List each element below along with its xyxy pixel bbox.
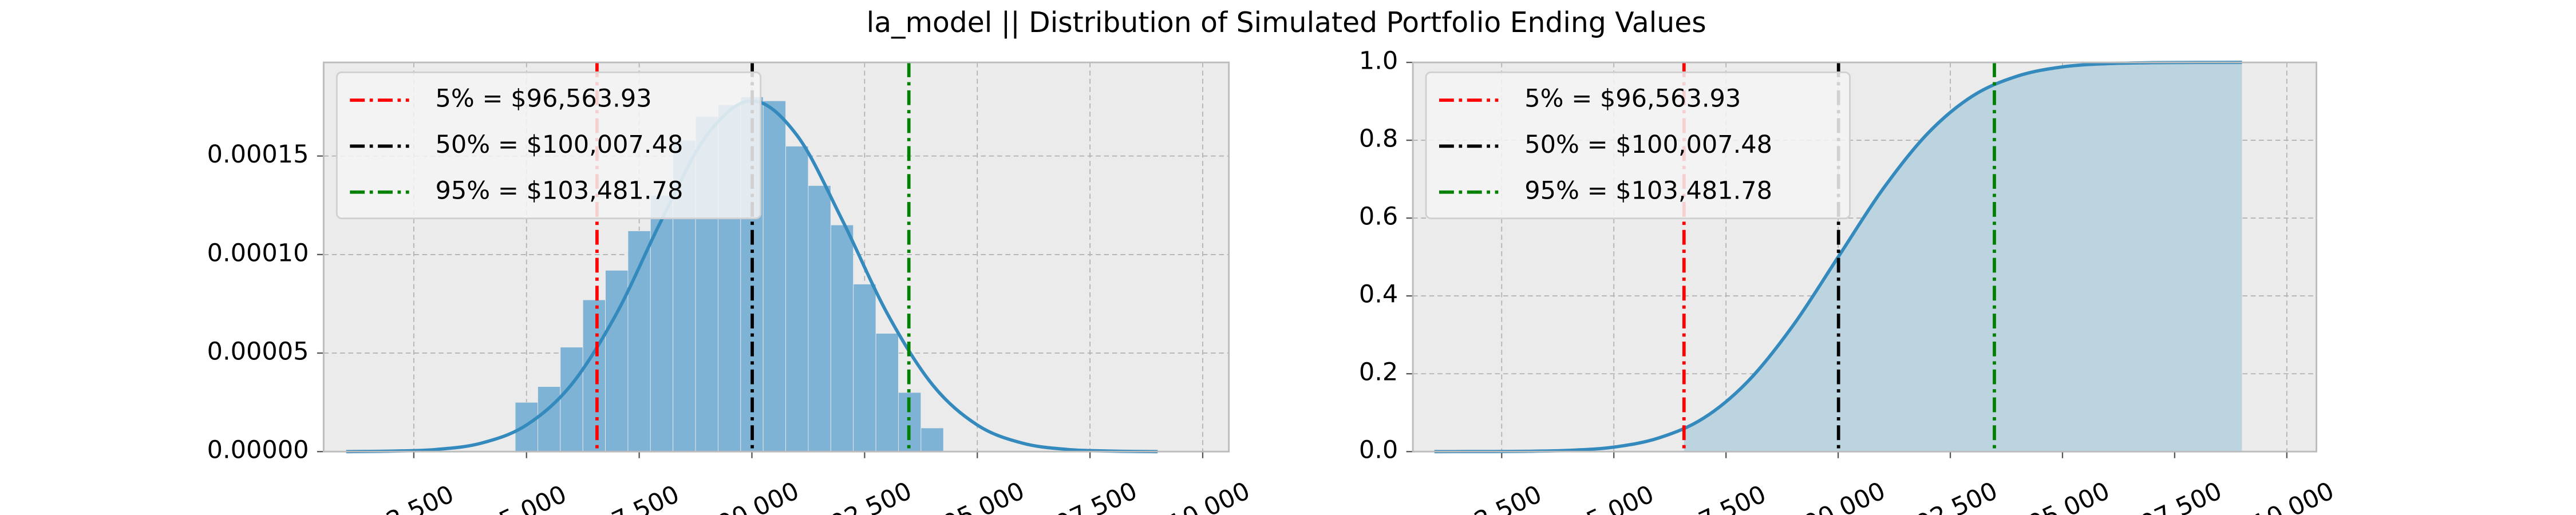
axes: 92,500 95,000 97,500 100,000 102,500 105,000 1… xyxy=(207,61,1254,515)
legend: 5% = $96,563.93 50% = $100,007.48 95% = $1… xyxy=(335,71,762,220)
histogram-bar xyxy=(830,224,854,452)
histogram-bar xyxy=(853,284,876,452)
x-tick-label: 92,500 xyxy=(368,480,459,515)
x-tick-label: 97,500 xyxy=(594,480,684,515)
y-tick-label: 0.00000 xyxy=(207,436,309,465)
y-tick-label: 0.00005 xyxy=(207,338,309,366)
legend: 5% = $96,563.93 50% = $100,007.48 95% = $1… xyxy=(1425,71,1851,220)
y-tick-label: 0.0 xyxy=(1359,436,1398,465)
histogram-bar xyxy=(515,402,538,452)
x-tick-label: 107,500 xyxy=(2122,477,2226,515)
legend-label: 5% = $96,563.93 xyxy=(436,85,652,113)
x-tick-label: 110,000 xyxy=(2234,477,2338,515)
axes-frame xyxy=(322,61,1230,453)
x-tick-label: 100,000 xyxy=(699,477,803,515)
histogram-bar xyxy=(875,333,899,452)
x-tick-label: 105,000 xyxy=(2010,477,2114,515)
legend-label: 5% = $96,563.93 xyxy=(1524,85,1741,113)
histogram-bar xyxy=(785,145,809,452)
legend-label: 95% = $103,481.78 xyxy=(1524,176,1772,205)
x-tick-label: 97,500 xyxy=(1680,480,1771,515)
legend-label: 50% = $100,007.48 xyxy=(1524,130,1772,159)
histogram-bar xyxy=(582,299,606,452)
legend-label: 50% = $100,007.48 xyxy=(436,130,683,159)
y-tick-label: 0.8 xyxy=(1359,125,1398,153)
y-tick-label: 0.4 xyxy=(1359,280,1398,309)
x-tick-label: 95,000 xyxy=(1568,480,1658,515)
y-tick-label: 0.2 xyxy=(1359,358,1398,387)
x-tick-label: 92,500 xyxy=(1456,480,1546,515)
x-tick-label: 102,500 xyxy=(1898,477,2002,515)
y-tick-label: 0.6 xyxy=(1359,203,1398,231)
y-tick-label: 1.0 xyxy=(1359,47,1398,76)
legend-box xyxy=(335,71,762,220)
x-tick-label: 100,000 xyxy=(1785,477,1890,515)
axes-frame xyxy=(1412,61,2317,453)
x-tick-label: 95,000 xyxy=(481,480,571,515)
x-tick-label: 107,500 xyxy=(1037,477,1141,515)
histogram-bar xyxy=(808,185,831,452)
x-tick-label: 105,000 xyxy=(924,477,1029,515)
histogram-bar xyxy=(560,347,583,452)
x-tick-label: 102,500 xyxy=(812,477,916,515)
x-tick-label: 110,000 xyxy=(1150,477,1254,515)
y-tick-label: 0.00010 xyxy=(207,239,309,267)
histogram-bar xyxy=(538,386,561,452)
axes: 92,500 95,000 97,500 100,000 102,500 105,000 1… xyxy=(1359,47,2338,515)
histogram-bar xyxy=(920,427,944,452)
figure-title: la_model || Distribution of Simulated Po… xyxy=(867,6,1706,39)
histogram-bar xyxy=(762,100,786,452)
legend-label: 95% = $103,481.78 xyxy=(436,176,683,205)
cdf-area xyxy=(1684,62,2242,452)
y-tick-label: 0.00015 xyxy=(207,140,309,169)
cdf-line xyxy=(1434,61,2242,454)
legend-box xyxy=(1425,71,1851,220)
